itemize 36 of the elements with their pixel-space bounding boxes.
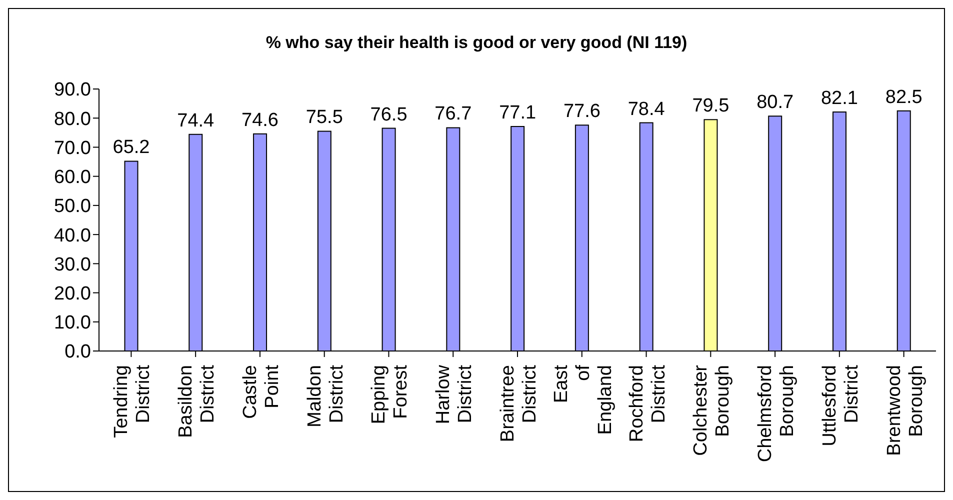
x-tick-label: Epping Forest xyxy=(368,364,412,424)
data-label: 65.2 xyxy=(112,137,150,158)
data-label: 76.7 xyxy=(434,104,472,125)
data-label: 75.5 xyxy=(306,107,343,128)
data-label: 76.5 xyxy=(370,104,408,126)
data-label: 77.1 xyxy=(499,102,536,124)
chart-title: % who say their health is good or very good (NI 119) xyxy=(264,33,688,53)
x-tick-label: Chelmsford Borough xyxy=(755,365,798,462)
data-label: 74.4 xyxy=(177,110,215,132)
data-label: 82.5 xyxy=(885,86,922,108)
data-label: 80.7 xyxy=(756,92,794,114)
y-tick-label: 0.0 xyxy=(64,342,91,363)
x-tick-label: Uttlesford District xyxy=(819,364,862,446)
x-tick-label: Castle Point xyxy=(240,364,283,419)
y-tick-label: 20.0 xyxy=(54,284,91,305)
y-tick-label: 60.0 xyxy=(54,167,91,188)
y-tick-label: 90.0 xyxy=(54,80,91,101)
x-tick-label: Harlow District xyxy=(433,364,476,424)
y-tick-label: 40.0 xyxy=(54,225,91,246)
x-tick-label: Basildon District xyxy=(176,364,219,438)
y-tick-label: 30.0 xyxy=(54,254,91,276)
data-label: 79.5 xyxy=(692,96,730,117)
y-tick-label: 80.0 xyxy=(54,108,91,130)
x-tick-label: East of England xyxy=(550,364,616,435)
data-label: 77.6 xyxy=(563,101,600,122)
data-label: 82.1 xyxy=(820,88,858,109)
x-tick-label: Colchester Borough xyxy=(690,364,734,456)
y-tick-label: 50.0 xyxy=(54,196,91,218)
x-tick-label: Tendring District xyxy=(111,364,154,438)
x-tick-label: Maldon District xyxy=(304,364,348,428)
y-tick-label: 70.0 xyxy=(54,138,91,159)
y-tick-label: 10.0 xyxy=(54,312,91,334)
x-tick-label: Braintree District xyxy=(498,364,540,442)
data-label: 78.4 xyxy=(628,98,666,120)
data-label: 74.6 xyxy=(242,110,279,131)
x-tick-label: Brentwood Borough xyxy=(884,365,927,456)
